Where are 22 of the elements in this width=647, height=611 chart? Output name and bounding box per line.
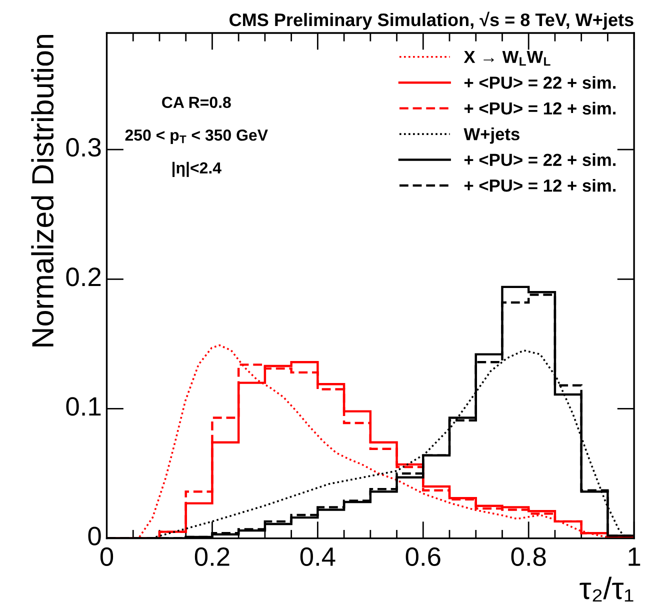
- legend-label: + <PU> = 22 + sim.: [464, 153, 616, 166]
- legend-label: + <PU> = 22 + sim.: [464, 76, 616, 89]
- legend-label: + <PU> = 12 + sim.: [464, 179, 616, 192]
- y-axis-title: Normalized Distribution: [31, 34, 54, 346]
- x-tick-label: 0.6: [406, 547, 440, 566]
- legend-label: X → W$_{L}$W$_{L}$: [464, 50, 550, 66]
- y-tick-label: 0.2: [66, 268, 101, 286]
- y-tick-label: 0.3: [66, 138, 101, 157]
- x-tick-label: 0.8: [511, 547, 546, 566]
- legend-label: W+jets: [464, 128, 520, 144]
- x-tick-label: 0.4: [300, 547, 336, 566]
- annotation: 250 < p$_{T}$ < 350 GeV: [125, 129, 268, 144]
- x-tick-label: 0: [100, 547, 114, 566]
- x-axis-title: τ₂/τ₁: [580, 576, 634, 602]
- y-tick-label: 0: [88, 526, 101, 546]
- x-tick-label: 1: [628, 548, 640, 566]
- x-tick-label: 0.2: [194, 547, 230, 566]
- annotation: CA R=0.8: [162, 96, 231, 108]
- annotation: |η|<2.4: [172, 162, 222, 177]
- y-tick-label: 0.1: [66, 397, 101, 416]
- legend-label: + <PU> = 12 + sim.: [464, 102, 616, 115]
- chart-title: CMS Preliminary Simulation, √s = 8 TeV, W+jets: [230, 12, 634, 30]
